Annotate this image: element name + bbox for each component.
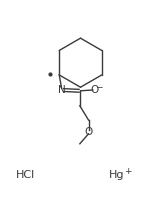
Text: N: N: [58, 85, 66, 95]
Text: +: +: [124, 167, 131, 176]
Text: O: O: [91, 85, 99, 95]
Text: O: O: [84, 127, 93, 137]
Text: Hg: Hg: [109, 170, 125, 180]
Text: −: −: [95, 83, 103, 92]
Text: HCl: HCl: [15, 170, 35, 180]
